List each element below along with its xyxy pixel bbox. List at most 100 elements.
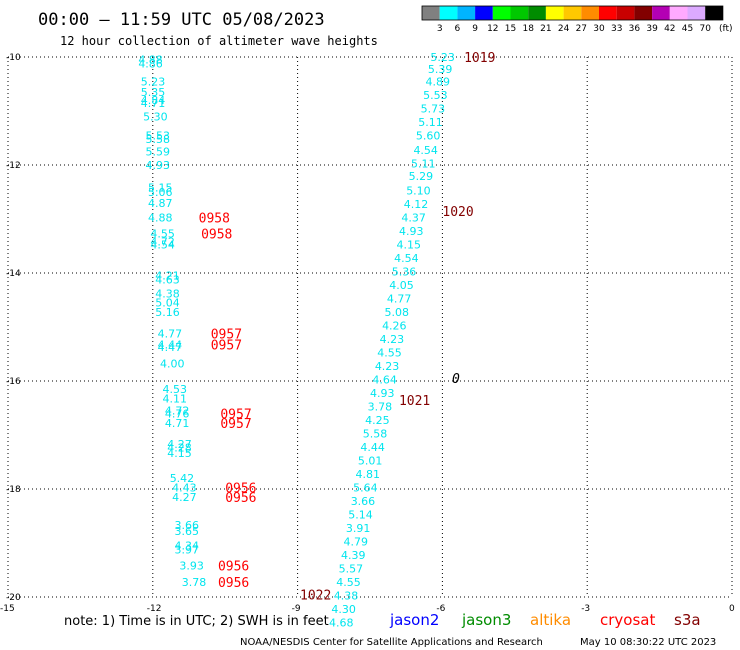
swh-value-label: 4.89 [426, 75, 451, 88]
swh-value-label: 3.78 [182, 576, 207, 589]
colorbar-swatch [581, 6, 599, 20]
time-label: 0956 [218, 560, 249, 575]
swh-value-label: 4.44 [158, 338, 183, 351]
colorbar-label: 27 [576, 24, 587, 34]
satellite-legend-item: jason3 [461, 611, 511, 629]
swh-value-label: 5.23 [141, 75, 166, 88]
colorbar-legend: 3 6 9 12 15 18 21 24 27 30 33 36 39 42 45 70 (ft) [421, 5, 733, 34]
swh-value-label: 5.57 [339, 562, 364, 575]
swh-value-label: 5.30 [143, 110, 168, 123]
swh-value-label: 5.58 [146, 133, 171, 146]
swh-value-label: 5.29 [409, 170, 434, 183]
x-tick-label: -15 [0, 604, 15, 614]
time-label: 0956 [225, 481, 256, 496]
swh-value-label: 4.05 [389, 279, 414, 292]
swh-value-label: 4.30 [331, 603, 356, 616]
y-tick-label: -12 [6, 161, 21, 171]
swh-value-label: 4.38 [334, 589, 359, 602]
swh-value-label: 4.15 [397, 238, 422, 251]
swh-value-label: 5.16 [155, 306, 180, 319]
swh-value-label: 5.10 [406, 184, 431, 197]
swh-value-label: 4.37 [401, 211, 426, 224]
swh-value-label: 4.88 [138, 54, 163, 67]
colorbar-label: 6 [455, 24, 461, 34]
x-tick-label: -6 [436, 604, 445, 614]
swh-value-label: 4.11 [162, 392, 187, 405]
swh-value-label: 4.88 [148, 211, 173, 224]
swh-value-label: 4.54 [394, 252, 419, 265]
swh-value-label: 4.27 [172, 491, 197, 504]
satellite-legend-item: s3a [674, 611, 701, 629]
swh-value-label: 4.63 [155, 273, 180, 286]
time-label: 0956 [225, 491, 256, 506]
colorbar-swatch [492, 6, 511, 20]
colorbar-label: 42 [664, 24, 675, 34]
credit-text: NOAA/NESDIS Center for Satellite Applica… [240, 637, 543, 648]
colorbar-label: 24 [558, 24, 570, 34]
colorbar-label: 36 [629, 24, 641, 34]
y-tick-label: -10 [6, 53, 21, 63]
y-tick-label: -18 [6, 485, 21, 495]
swh-value-label: 4.39 [341, 549, 366, 562]
swh-value-label: 5.39 [428, 63, 453, 76]
colorbar-label: 12 [487, 24, 498, 34]
swh-value-label: 4.71 [141, 97, 166, 110]
colorbar-swatch [599, 6, 617, 20]
time-label: 1021 [399, 394, 430, 409]
swh-value-label: 4.21 [155, 270, 180, 283]
colorbar-label: 9 [472, 24, 478, 34]
colorbar-swatch [687, 6, 706, 20]
swh-value-label: 4.79 [343, 535, 368, 548]
swh-value-label: 4.43 [172, 481, 197, 494]
swh-value-label: 4.87 [148, 197, 173, 210]
swh-value-label: 3.65 [175, 525, 200, 538]
colorbar-swatch [422, 6, 440, 20]
swh-value-label: 4.44 [360, 441, 385, 454]
swh-value-label: 5.53 [146, 129, 171, 142]
colorbar-swatch [705, 6, 723, 20]
swh-value-label: 4.84 [141, 94, 166, 107]
swh-value-label: 5.59 [146, 146, 171, 159]
time-label: 0958 [201, 228, 232, 243]
swh-value-label: 5.01 [358, 454, 383, 467]
colorbar-frame [421, 5, 724, 21]
swh-value-label: 5.60 [416, 129, 441, 142]
colorbar-label: 30 [593, 24, 605, 34]
swh-value-label: 4.77 [387, 292, 412, 305]
colorbar-label: 70 [699, 24, 711, 34]
colorbar-swatch [545, 6, 564, 20]
colorbar-swatch [528, 6, 546, 20]
swh-value-label: 4.38 [155, 288, 180, 301]
swh-value-label: 4.72 [165, 405, 190, 418]
colorbar-swatch [563, 6, 582, 20]
time-label: 0957 [220, 407, 251, 422]
time-label: 1020 [442, 205, 473, 220]
swh-value-label: 4.71 [165, 417, 190, 430]
satellite-legend: jason2 jason3 altika cryosat s3a [389, 611, 701, 629]
swh-value-label: 5.11 [411, 157, 436, 170]
swh-value-label: 5.14 [348, 508, 373, 521]
swh-value-label: 4.00 [160, 358, 185, 371]
swh-value-label: 5.11 [418, 116, 443, 129]
swh-value-label: 4.27 [167, 438, 192, 451]
x-tick-label: -9 [292, 604, 301, 614]
swh-value-label: 4.93 [370, 387, 395, 400]
swh-value-label: 4.81 [356, 468, 381, 481]
swh-value-label: 4.76 [165, 407, 190, 420]
swh-value-label: 5.06 [148, 186, 173, 199]
colorbar-label: 18 [522, 24, 534, 34]
swh-value-label: 4.25 [365, 414, 390, 427]
swh-value-label: 5.64 [353, 481, 378, 494]
swh-value-label: 5.42 [170, 472, 195, 485]
swh-value-label: 4.15 [167, 447, 192, 460]
timestamp-text: May 10 08:30:22 UTC 2023 [580, 637, 716, 648]
swh-value-label: 4.54 [413, 144, 438, 157]
swh-value-label: 5.73 [421, 102, 446, 115]
swh-value-label: 4.72 [150, 236, 175, 249]
swh-value-label: 4.77 [158, 327, 183, 340]
swh-value-label: 3.97 [175, 543, 200, 556]
marker-zero: 0 [452, 372, 460, 387]
swh-value-label: 4.68 [329, 616, 354, 629]
swh-value-label: 3.78 [368, 400, 393, 413]
